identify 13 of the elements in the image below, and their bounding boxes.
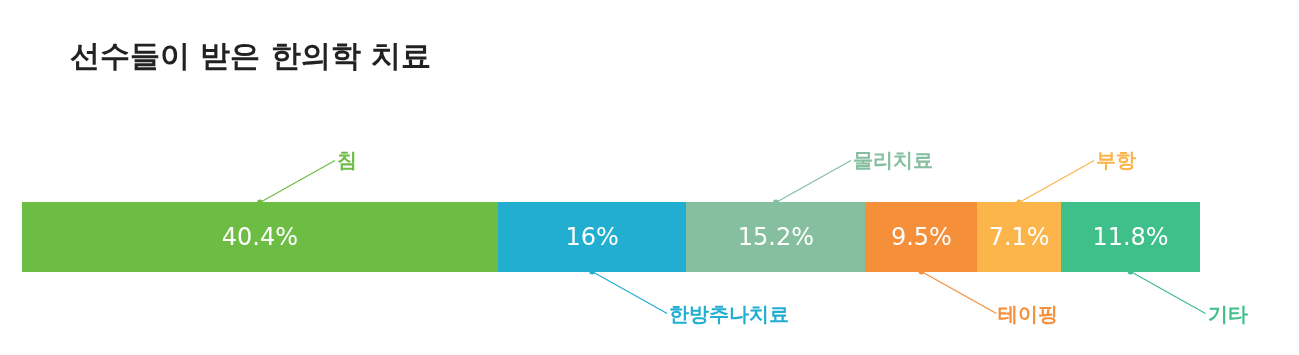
data-label: 7.1% <box>988 223 1050 251</box>
series-label: 한방추나치료 <box>669 302 789 326</box>
data-label: 16% <box>565 223 619 251</box>
series-label: 테이핑 <box>998 302 1058 326</box>
text: 부항 <box>1096 148 1136 172</box>
data-label: 40.4% <box>221 223 299 251</box>
chart-title: 선수들이 받은 한의학 치료 <box>70 37 432 73</box>
series-label: 물리치료 <box>853 148 933 172</box>
data-label: 11.8% <box>1092 223 1169 251</box>
series-label: 침 <box>337 148 357 172</box>
data-label: 9.5% <box>890 223 952 251</box>
data-label: 15.2% <box>737 223 815 251</box>
series-label: 기타 <box>1208 302 1248 326</box>
